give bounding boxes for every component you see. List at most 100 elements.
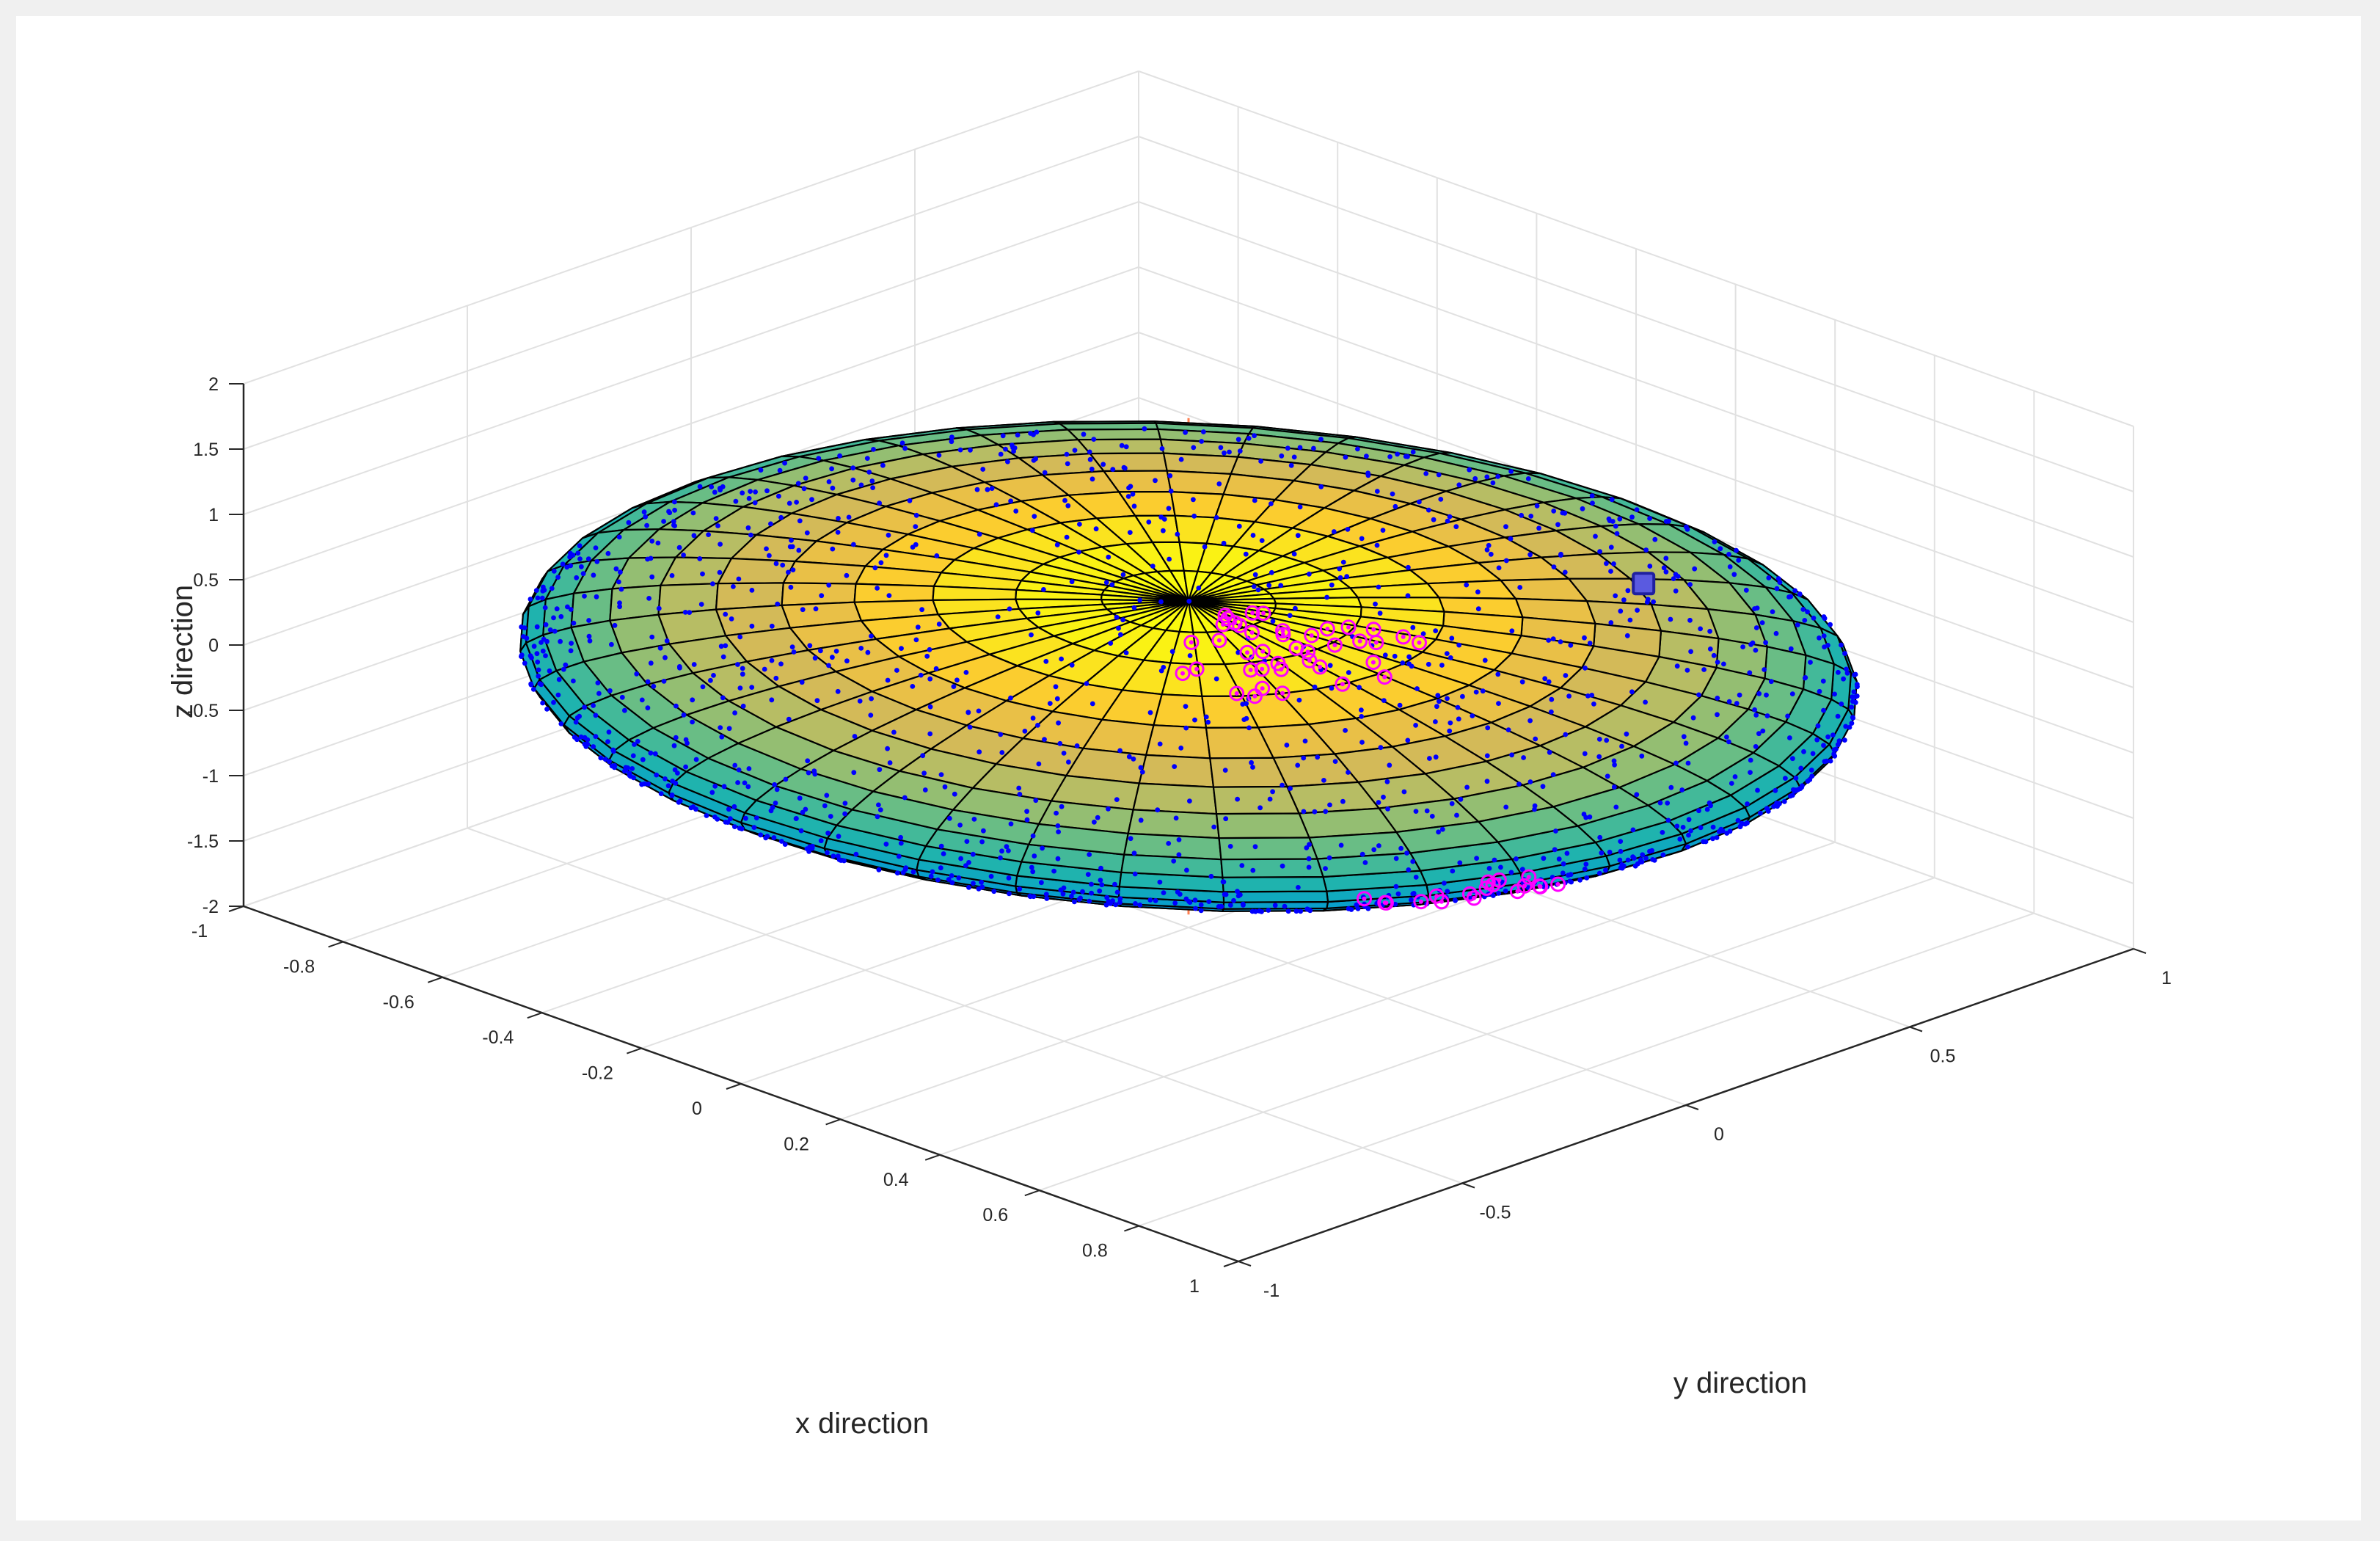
scatter-point — [1395, 451, 1400, 457]
scatter-point — [528, 653, 533, 659]
scatter-point — [1797, 591, 1803, 597]
scatter-point — [1343, 454, 1348, 460]
scatter-point — [1032, 853, 1037, 859]
scatter-point — [1568, 643, 1574, 648]
scatter-point — [1153, 897, 1158, 903]
y-tick-label: -0.5 — [1479, 1203, 1511, 1223]
scatter-point — [1568, 872, 1574, 878]
magenta-marker-center — [1370, 660, 1376, 665]
scatter-point — [1458, 796, 1464, 802]
scatter-point — [1585, 693, 1591, 699]
scatter-point — [1752, 707, 1758, 713]
scatter-point — [1183, 725, 1189, 731]
scatter-point — [877, 767, 883, 773]
scatter-point — [988, 873, 994, 879]
scatter-point — [1577, 877, 1583, 883]
scatter-point — [1618, 608, 1624, 614]
scatter-point — [1817, 635, 1822, 641]
scatter-point — [712, 815, 718, 820]
scatter-point — [630, 753, 636, 759]
scatter-point — [1354, 902, 1359, 908]
scatter-point — [1258, 459, 1263, 464]
scatter-point — [1216, 481, 1222, 487]
scatter-point — [1753, 744, 1759, 749]
scatter-point — [1677, 837, 1683, 842]
scatter-point — [1842, 651, 1847, 656]
scatter-point — [1614, 531, 1620, 536]
scatter-point — [852, 734, 858, 739]
scatter-point — [683, 737, 689, 743]
scatter-point — [1519, 512, 1525, 518]
scatter-point — [1624, 633, 1630, 638]
grid-line — [243, 266, 1139, 580]
x-tick-mark — [924, 1154, 941, 1161]
scatter-point — [1171, 859, 1177, 864]
scatter-point — [1496, 891, 1502, 896]
scatter-point — [710, 581, 715, 586]
scatter-point — [1062, 498, 1067, 503]
scatter-point — [1252, 433, 1257, 439]
scatter-point — [1199, 439, 1205, 444]
scatter-point — [956, 875, 962, 881]
scatter-point — [1727, 564, 1733, 569]
scatter-point — [1815, 723, 1821, 729]
scatter-point — [1306, 856, 1312, 861]
scatter-point — [1532, 806, 1537, 812]
scatter-point — [1241, 902, 1246, 908]
scatter-point — [1759, 620, 1765, 625]
scatter-point — [672, 507, 677, 513]
magenta-marker-center — [1221, 622, 1226, 627]
scatter-point — [720, 695, 726, 701]
scatter-point — [1671, 576, 1676, 581]
scatter-point — [963, 863, 968, 868]
z-axis-title: z direction — [167, 585, 199, 718]
z-tick-label: 1 — [208, 505, 219, 525]
scatter-point — [1252, 844, 1258, 850]
scatter-point — [643, 514, 649, 520]
scatter-point — [1158, 668, 1164, 674]
x-tick-mark — [427, 976, 443, 983]
scatter-point — [957, 823, 963, 828]
y-tick-mark — [2133, 948, 2147, 954]
scatter-point — [617, 600, 622, 605]
scatter-point — [1355, 906, 1361, 911]
scatter-point — [998, 855, 1003, 861]
scatter-point — [976, 708, 982, 714]
scatter-point — [877, 500, 882, 506]
scatter-point — [1415, 686, 1420, 691]
magenta-marker — [1376, 669, 1392, 685]
scatter-point — [1056, 720, 1061, 726]
scatter-point — [534, 624, 540, 630]
scatter-point — [1198, 902, 1204, 908]
y-tick-mark — [1461, 1182, 1475, 1189]
surface-patch — [1426, 579, 1517, 600]
scatter-point — [543, 653, 548, 658]
scatter-point — [1246, 436, 1252, 441]
scatter-point — [1508, 870, 1514, 875]
scatter-point — [795, 481, 801, 487]
scatter-point — [1582, 751, 1588, 757]
plot-3d[interactable]: -1 -0.8 -0.6 -0.4 -0.2 0 0.2 0.4 0.6 0.8 1 -1 -0.5 0 0… — [16, 16, 2361, 1520]
scatter-point — [1080, 889, 1085, 895]
scatter-point — [556, 677, 562, 682]
scatter-point — [1736, 558, 1742, 563]
scatter-point — [1365, 906, 1371, 911]
scatter-point — [697, 556, 703, 561]
scatter-point — [963, 670, 969, 675]
scatter-point — [869, 633, 874, 639]
scatter-point — [1771, 804, 1777, 809]
x-axis-title: x direction — [795, 1407, 929, 1440]
scatter-point — [586, 633, 592, 639]
scatter-point — [1467, 467, 1472, 473]
scatter-point — [907, 498, 913, 503]
scatter-point — [1054, 542, 1060, 547]
scatter-point — [749, 685, 755, 690]
scatter-point — [1684, 524, 1689, 530]
scatter-point — [1599, 850, 1605, 856]
scatter-point — [1332, 759, 1338, 764]
scatter-point — [1198, 908, 1204, 914]
scatter-point — [1802, 618, 1808, 623]
scatter-point — [1008, 821, 1014, 827]
magenta-marker — [1352, 633, 1368, 649]
